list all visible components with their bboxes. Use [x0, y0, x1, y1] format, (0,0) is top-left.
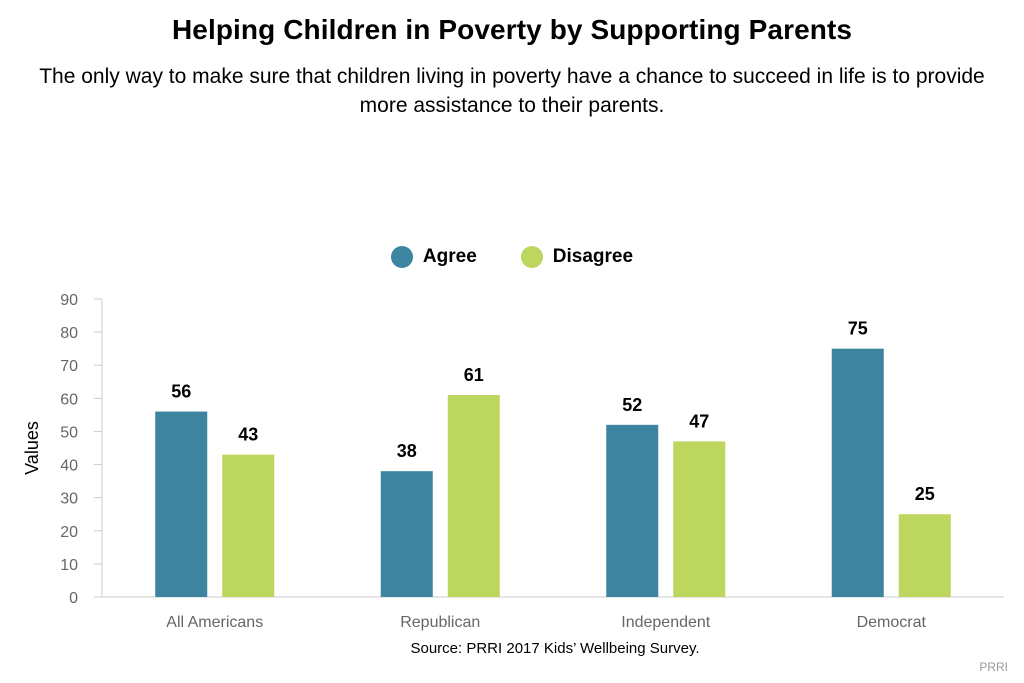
legend-label-disagree: Disagree [552, 246, 634, 267]
legend-marker-agree [390, 246, 413, 268]
bar-agree-republican [380, 471, 433, 597]
data-label: 25 [915, 484, 935, 504]
chart-title: Helping Children in Poverty by Supportin… [171, 14, 853, 45]
bar-agree-independent [606, 424, 659, 597]
legend-item-disagree[interactable]: Disagree [520, 246, 634, 268]
y-tick-label: 40 [60, 458, 78, 475]
legend-label-agree: Agree [422, 246, 477, 267]
data-label: 47 [689, 411, 709, 431]
data-label: 56 [171, 382, 191, 402]
data-label: 61 [464, 365, 484, 385]
source-note: Source: PRRI 2017 Kids’ Wellbeing Survey… [410, 640, 700, 657]
bar-disagree-democrat [898, 514, 951, 597]
y-tick-label: 90 [60, 292, 78, 309]
bar-agree-all-americans [155, 411, 208, 597]
bar-disagree-republican [447, 395, 500, 597]
legend-marker-disagree [520, 246, 543, 268]
y-tick-label: 60 [60, 391, 78, 408]
x-tick-label: Independent [621, 614, 711, 631]
chart-legend: Agree Disagree [0, 246, 1024, 268]
bar-agree-democrat [831, 348, 884, 597]
y-tick-label: 80 [60, 325, 78, 342]
y-tick-label: 70 [60, 358, 78, 375]
bar-disagree-all-americans [222, 454, 275, 597]
bar-disagree-independent [673, 441, 726, 597]
x-tick-label: Republican [400, 614, 480, 631]
x-tick-label: Democrat [857, 614, 927, 631]
y-tick-label: 20 [60, 524, 78, 541]
data-label: 38 [397, 441, 417, 461]
y-tick-label: 30 [60, 491, 78, 508]
y-tick-label: 0 [69, 590, 78, 607]
data-label: 52 [622, 395, 642, 415]
chart-subtitle: The only way to make sure that children … [39, 65, 985, 117]
y-tick-label: 10 [60, 557, 78, 574]
y-tick-label: 50 [60, 424, 78, 441]
data-label: 43 [238, 425, 258, 445]
y-axis-label: Values [22, 421, 42, 475]
data-label: 75 [848, 319, 868, 339]
legend-item-agree[interactable]: Agree [390, 246, 477, 268]
x-tick-label: All Americans [166, 614, 263, 631]
credit-label: PRRI [979, 660, 1008, 674]
